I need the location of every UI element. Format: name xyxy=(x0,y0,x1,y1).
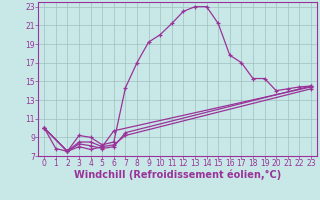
X-axis label: Windchill (Refroidissement éolien,°C): Windchill (Refroidissement éolien,°C) xyxy=(74,170,281,180)
